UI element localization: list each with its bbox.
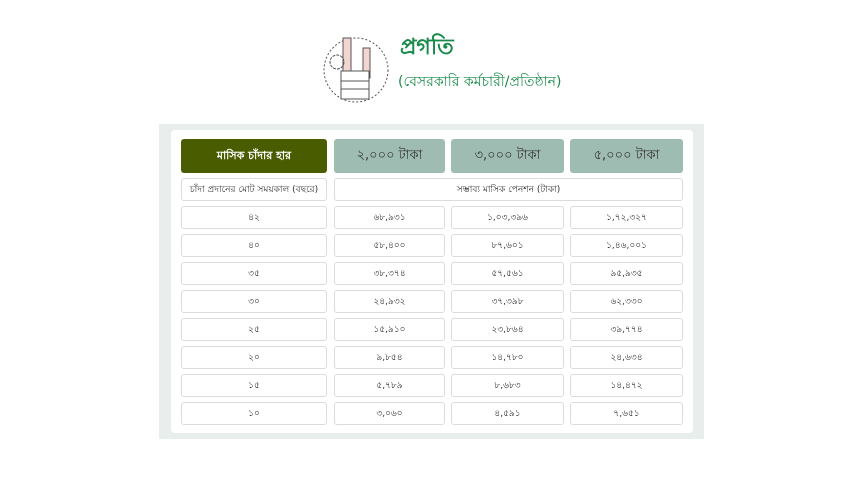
pension-cell: ৫৭,৫৬১ xyxy=(451,262,564,285)
pension-cell: ২৩,৮৬৪ xyxy=(451,318,564,341)
pension-cell: ১,৪৬,০০১ xyxy=(570,234,683,257)
pension-cell: ৭,৬৫১ xyxy=(570,402,683,425)
amount-header: ৫,০০০ টাকা xyxy=(570,139,683,173)
pension-cell: ৩৭,৩৯৮ xyxy=(451,290,564,313)
period-header: চাঁদা প্রদানের মোট সময়কাল (বছরে) xyxy=(181,178,327,201)
pension-cell: ১,০৩,৩৯৬ xyxy=(451,206,564,229)
page-subtitle: (বেসরকারি কর্মচারী/প্রতিষ্ঠান) xyxy=(398,74,562,90)
pension-cell: ৯৫,৯৩৫ xyxy=(570,262,683,285)
page-title: প্রগতি xyxy=(400,35,454,60)
pension-cell: ২৪,৯৩২ xyxy=(334,290,445,313)
factory-logo-icon xyxy=(323,37,389,103)
years-cell: ২৫ xyxy=(181,318,327,341)
pension-cell: ৯,৮৫৪ xyxy=(334,346,445,369)
pension-cell: ১৪,৪৭২ xyxy=(570,374,683,397)
pension-cell: ৫,৭৮৯ xyxy=(334,374,445,397)
pension-cell: ৩৯,৭৭৪ xyxy=(570,318,683,341)
pension-cell: ৩,০৬০ xyxy=(334,402,445,425)
pension-cell: ৫৮,৪০০ xyxy=(334,234,445,257)
pension-cell: ৬২,৩৩০ xyxy=(570,290,683,313)
rate-header: মাসিক চাঁদার হার xyxy=(181,139,327,173)
years-cell: ৩৫ xyxy=(181,262,327,285)
years-cell: ৪২ xyxy=(181,206,327,229)
amount-header: ৩,০০০ টাকা xyxy=(451,139,564,173)
pension-cell: ৮,৬৮৩ xyxy=(451,374,564,397)
pension-cell: ৩৮,৩৭৪ xyxy=(334,262,445,285)
years-cell: ১৫ xyxy=(181,374,327,397)
pension-cell: ৪,৫৯১ xyxy=(451,402,564,425)
pension-cell: ৬৮,৯৩১ xyxy=(334,206,445,229)
years-cell: ২০ xyxy=(181,346,327,369)
pension-header: সম্ভাব্য মাসিক পেনশন (টাকা) xyxy=(334,178,683,201)
pension-cell: ২৪,৬৩৪ xyxy=(570,346,683,369)
pension-cell: ১,৭২,৩২৭ xyxy=(570,206,683,229)
amount-header: ২,০০০ টাকা xyxy=(334,139,445,173)
years-cell: ৪০ xyxy=(181,234,327,257)
years-cell: ৩০ xyxy=(181,290,327,313)
pension-cell: ১৪,৭৮০ xyxy=(451,346,564,369)
years-cell: ১০ xyxy=(181,402,327,425)
pension-cell: ১৫,৯১০ xyxy=(334,318,445,341)
pension-cell: ৮৭,৬০১ xyxy=(451,234,564,257)
